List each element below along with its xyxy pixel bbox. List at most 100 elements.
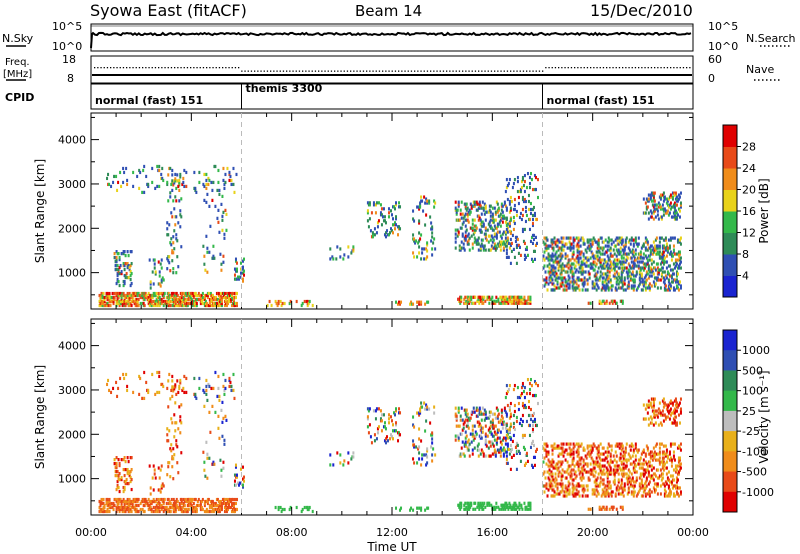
power-echo — [228, 170, 231, 175]
power-echo — [171, 297, 174, 302]
power-echo — [463, 236, 466, 240]
velocity-echo — [129, 479, 132, 484]
velocity-echo — [609, 472, 612, 476]
power-echo — [597, 246, 600, 250]
power-echo — [647, 217, 650, 221]
power-echo — [660, 274, 663, 278]
velocity-echo — [115, 456, 118, 460]
velocity-echo — [419, 409, 422, 413]
power-echo — [418, 207, 421, 211]
power-echo — [645, 278, 648, 282]
power-echo — [664, 209, 667, 213]
velocity-echo — [515, 449, 518, 454]
power-echo — [511, 233, 514, 238]
velocity-echo — [603, 492, 606, 496]
velocity-echo — [212, 460, 215, 464]
power-echo — [165, 299, 168, 304]
velocity-echo — [182, 386, 185, 391]
power-echo — [196, 297, 199, 302]
velocity-echo — [576, 462, 579, 466]
power-echo — [487, 222, 490, 226]
power-echo — [575, 278, 578, 282]
power-echo — [208, 301, 211, 306]
velocity-echo — [179, 378, 182, 383]
velocity-echo — [595, 488, 598, 492]
velocity-echo — [208, 410, 211, 414]
velocity-echo — [114, 497, 117, 502]
power-echo — [528, 295, 531, 299]
velocity-echo — [521, 381, 524, 386]
velocity-echo — [479, 424, 482, 428]
power-echo — [409, 302, 412, 306]
power-echo — [132, 291, 135, 296]
power-echo — [212, 295, 215, 300]
cpid-label: CPID — [5, 91, 34, 104]
power-echo — [608, 270, 611, 274]
velocity-echo — [173, 501, 176, 506]
power-echo — [464, 230, 467, 234]
power-echo — [99, 301, 102, 306]
power-echo — [175, 233, 178, 237]
velocity-echo — [592, 468, 595, 472]
power-echo — [519, 189, 522, 194]
power-echo — [501, 299, 504, 303]
power-echo — [188, 297, 191, 302]
velocity-echo — [139, 501, 142, 506]
power-echo — [180, 291, 183, 296]
power-echo — [621, 268, 624, 272]
power-echo — [398, 205, 401, 209]
power-echo — [489, 218, 492, 222]
power-echo — [486, 228, 489, 232]
velocity-echo — [158, 370, 161, 375]
velocity-echo — [556, 446, 559, 450]
velocity-echo — [130, 505, 133, 510]
power-echo — [431, 227, 434, 231]
velocity-echo — [465, 505, 468, 509]
velocity-echo — [189, 501, 192, 506]
power-echo — [636, 244, 639, 248]
power-echo — [573, 266, 576, 270]
velocity-echo — [174, 385, 177, 389]
power-echo — [675, 195, 678, 199]
velocity-echo — [504, 410, 507, 414]
velocity-echo — [591, 472, 594, 476]
power-echo — [412, 217, 415, 221]
power-echo — [120, 297, 123, 302]
velocity-echo — [220, 507, 223, 512]
velocity-echo — [458, 503, 461, 507]
velocity-echo — [471, 428, 474, 432]
freq-right-tick-bottom: 0 — [708, 72, 715, 85]
nave-dot — [666, 67, 669, 69]
power-echo — [169, 241, 172, 245]
velocity-echo — [115, 487, 118, 492]
velocity-echo — [191, 507, 194, 512]
power-echo — [595, 282, 598, 286]
power-echo — [458, 248, 461, 252]
power-echo — [117, 252, 120, 256]
power-echo — [581, 262, 584, 266]
power-echo — [497, 297, 500, 301]
power-echo — [585, 250, 588, 254]
power-echo — [197, 297, 200, 302]
power-echo — [166, 267, 169, 271]
power-echo — [126, 295, 129, 300]
power-echo — [148, 303, 151, 308]
nave-dot — [622, 67, 624, 69]
velocity-echo — [233, 473, 236, 477]
velocity-echo — [222, 466, 225, 470]
power-echo — [549, 274, 552, 278]
power-echo — [595, 276, 598, 280]
power-echo — [115, 174, 118, 179]
power-echo — [635, 272, 638, 276]
nave-label: Nave — [746, 63, 774, 76]
power-echo — [630, 256, 633, 260]
power-echo — [434, 247, 437, 251]
nave-dot — [551, 67, 553, 69]
power-echo — [477, 206, 480, 210]
power-echo — [631, 278, 634, 282]
power-echo — [662, 280, 665, 284]
power-echo — [576, 254, 579, 258]
power-echo — [205, 186, 208, 191]
power-echo — [564, 270, 567, 274]
power-echo — [205, 293, 208, 298]
